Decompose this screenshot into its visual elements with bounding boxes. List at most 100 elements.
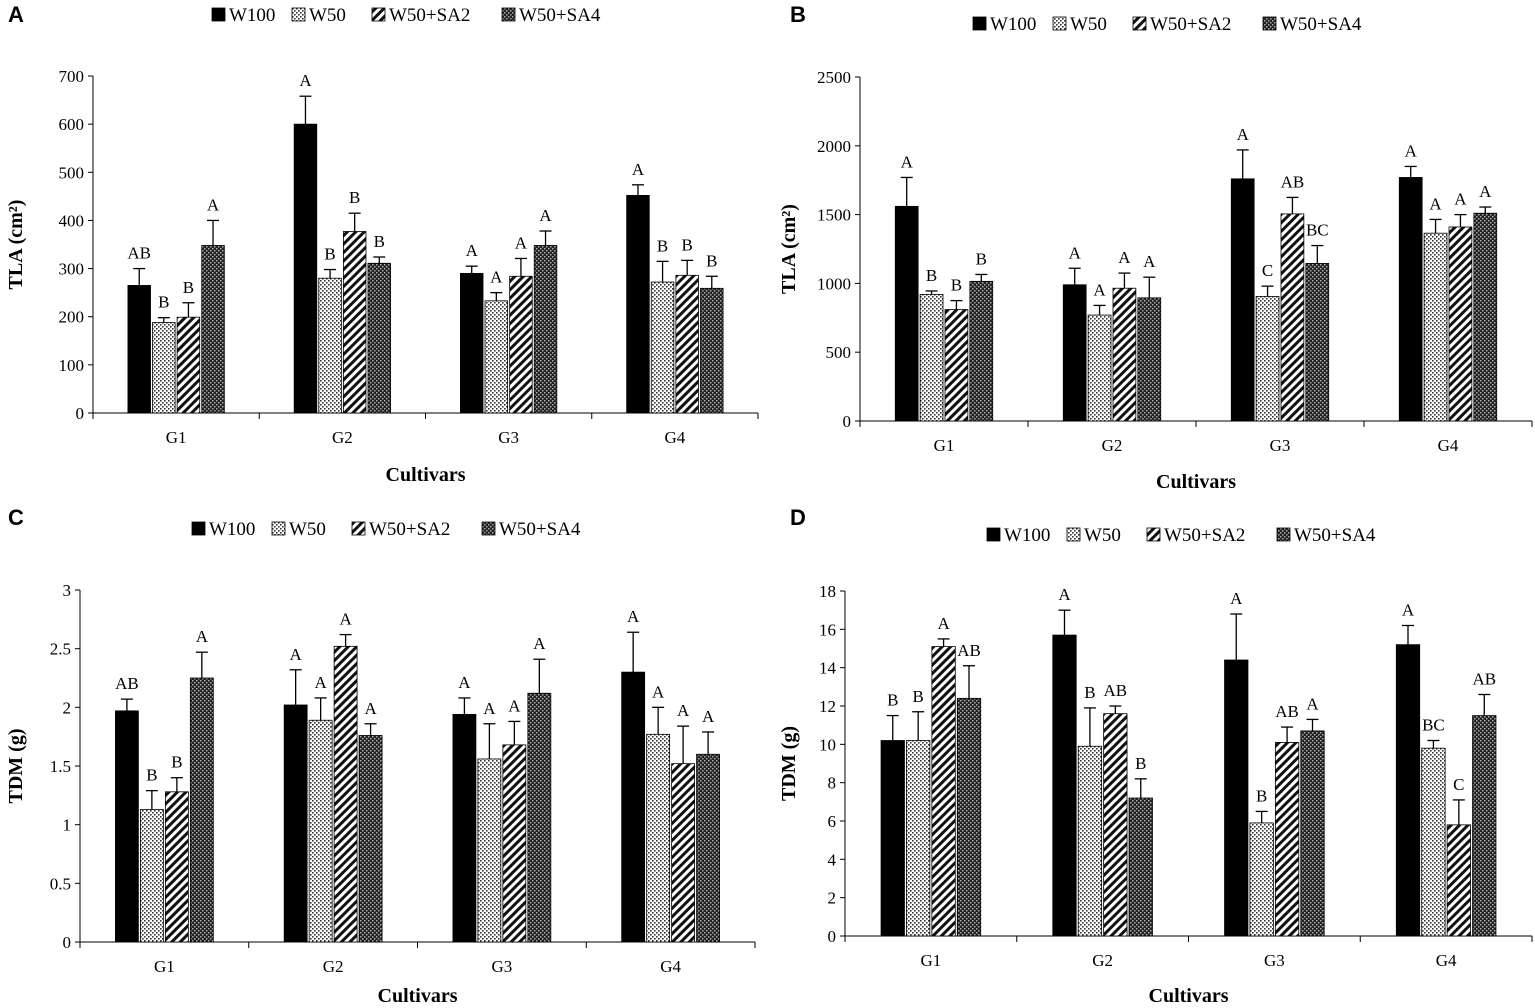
bar-w50-g3 (484, 300, 509, 414)
legend-label-w50: W50 (289, 519, 326, 540)
significance-letter: AB (127, 244, 151, 263)
significance-letter: B (1084, 683, 1095, 702)
significance-letter: A (1118, 248, 1131, 267)
y-tick-label: 400 (59, 211, 85, 230)
y-tick-label: 16 (819, 620, 836, 639)
significance-letter: A (1306, 694, 1319, 713)
legend-swatch-w50 (1066, 527, 1081, 542)
significance-letter: A (627, 607, 640, 626)
legend-swatch-w50-sa2 (1132, 16, 1147, 31)
y-tick-label: 10 (819, 735, 836, 754)
y-tick-label: 14 (819, 659, 837, 678)
panel-letter: A (8, 2, 24, 27)
legend-swatch-w50-sa4 (1276, 527, 1291, 542)
y-tick-label: 0.5 (50, 874, 71, 893)
significance-letter: A (702, 707, 715, 726)
bar-w50-sa2-g4 (1448, 226, 1473, 422)
x-tick-label: G2 (1102, 436, 1123, 455)
legend-label-w50-sa4: W50+SA4 (499, 519, 581, 540)
y-tick-label: 3 (63, 581, 72, 600)
y-tick-label: 2500 (817, 68, 851, 87)
legend-label-w50: W50 (1070, 14, 1107, 35)
bar-w50-g2 (1077, 745, 1103, 937)
bar-w50-sa4-g4 (1473, 212, 1498, 422)
legend-label-w100: W100 (209, 519, 255, 540)
significance-letter: B (951, 276, 962, 295)
significance-letter: A (290, 645, 303, 664)
legend-swatch-w50-sa2 (1146, 527, 1161, 542)
x-tick-label: G2 (1092, 951, 1113, 970)
bar-w100-g3 (1230, 178, 1255, 422)
legend-label-w50: W50 (309, 5, 346, 26)
bar-w50-g1 (919, 294, 944, 422)
legend-swatch-w50-sa2 (371, 7, 386, 22)
y-tick-label: 0 (843, 412, 852, 431)
legend-swatch-w100 (972, 16, 987, 31)
significance-letter: A (299, 71, 312, 90)
legend-swatch-w50-sa4 (1262, 16, 1277, 31)
legend-label-w100: W100 (1004, 525, 1050, 546)
bar-w50-sa2-g2 (333, 645, 358, 943)
bar-w50-g1 (139, 809, 164, 943)
y-tick-label: 100 (59, 356, 85, 375)
legend-swatch-w100 (191, 521, 206, 536)
y-tick-label: 700 (59, 67, 85, 86)
legend-label-w50-sa2: W50+SA2 (1150, 14, 1231, 35)
significance-letter: A (1143, 252, 1156, 271)
x-tick-label: G4 (1436, 951, 1457, 970)
significance-letter: A (1479, 182, 1492, 201)
bar-w50-sa4-g2 (358, 735, 383, 943)
significance-letter: A (937, 614, 950, 633)
x-axis-title: Cultivars (378, 985, 458, 1007)
bar-w50-sa4-g2 (1128, 797, 1153, 937)
significance-letter: B (912, 687, 923, 706)
significance-letter: A (652, 682, 665, 701)
bar-w50-sa2-g2 (1112, 287, 1137, 422)
bar-w50-sa2-g1 (164, 791, 189, 943)
y-axis-title: TDM (g) (778, 726, 800, 801)
bar-w100-g2 (1052, 634, 1077, 937)
significance-letter: A (364, 699, 377, 718)
bar-w50-g1 (906, 740, 931, 937)
bar-w100-g1 (894, 205, 919, 422)
x-tick-label: G4 (660, 957, 681, 976)
significance-letter: B (926, 266, 937, 285)
bar-w50-sa2-g3 (1280, 213, 1305, 422)
bar-w50-g4 (1421, 747, 1446, 937)
bar-w50-sa2-g1 (944, 309, 969, 422)
y-tick-label: 2 (828, 889, 837, 908)
bar-w50-sa4-g3 (1300, 730, 1325, 937)
y-tick-label: 1 (63, 816, 72, 835)
bar-w100-g2 (293, 123, 318, 414)
y-tick-label: 6 (828, 812, 837, 831)
bar-w50-sa4-g3 (1305, 263, 1330, 422)
x-tick-label: G1 (166, 428, 187, 447)
legend-label-w50-sa4: W50+SA4 (1294, 525, 1376, 546)
y-tick-label: 500 (59, 163, 85, 182)
significance-letter: C (1453, 775, 1464, 794)
bar-w50-sa2-g2 (1103, 713, 1128, 937)
y-tick-label: 4 (828, 850, 837, 869)
significance-letter: AB (957, 641, 981, 660)
bar-w50-sa4-g1 (189, 677, 214, 943)
significance-letter: A (196, 627, 209, 646)
y-tick-label: 12 (819, 697, 836, 716)
significance-letter: A (677, 701, 690, 720)
significance-letter: A (1230, 589, 1243, 608)
bar-w50-sa2-g3 (502, 744, 527, 943)
bar-w100-g4 (621, 671, 646, 943)
significance-letter: A (483, 699, 496, 718)
bar-w50-sa4-g4 (696, 753, 720, 943)
bar-w50-g4 (646, 733, 671, 943)
legend-swatch-w50-sa4 (501, 7, 516, 22)
bar-w100-g1 (115, 710, 139, 943)
legend-label-w100: W100 (229, 5, 275, 26)
bar-w50-g3 (477, 758, 502, 943)
significance-letter: B (657, 236, 668, 255)
significance-letter: A (1058, 585, 1071, 604)
y-tick-label: 0 (828, 927, 837, 946)
bar-w100-g3 (460, 272, 484, 414)
y-tick-label: 600 (59, 115, 85, 134)
panel-letter: D (790, 505, 806, 530)
legend: W100 W50 W50+SA2 W50+SA4 (986, 525, 1376, 546)
